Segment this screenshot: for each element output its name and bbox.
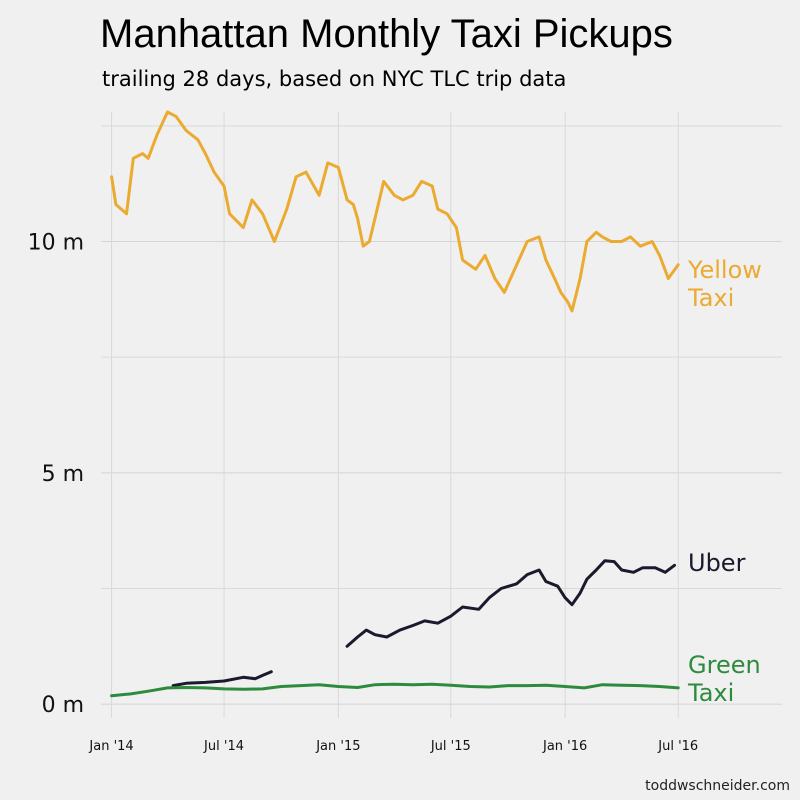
series-label: Green xyxy=(688,651,761,679)
series-label: Taxi xyxy=(687,284,734,312)
gridlines xyxy=(101,112,782,718)
chart-title: Manhattan Monthly Taxi Pickups xyxy=(100,12,673,56)
x-tick-label: Jan '14 xyxy=(88,739,133,754)
x-axis-ticks: Jan '14 Jul '14 Jan '15 Jul '15 Jan '16 Jul '… xyxy=(88,739,698,754)
series-label: Yellow xyxy=(687,256,762,284)
series-label: Taxi xyxy=(687,679,734,707)
y-tick-label: 5 m xyxy=(42,462,84,487)
y-tick-label: 10 m xyxy=(28,231,84,256)
series-line-uber xyxy=(171,670,273,688)
credit-text: toddwschneider.com xyxy=(645,778,790,794)
x-tick-label: Jan '15 xyxy=(315,739,360,754)
series-line-yellow-taxi xyxy=(110,110,680,313)
series-lines xyxy=(110,110,680,698)
x-tick-label: Jul '16 xyxy=(657,739,698,754)
series-label: Uber xyxy=(688,549,746,577)
series-line-uber xyxy=(345,559,676,648)
y-tick-label: 0 m xyxy=(42,693,84,718)
x-tick-label: Jul '15 xyxy=(430,739,471,754)
x-tick-label: Jan '16 xyxy=(542,739,587,754)
x-tick-label: Jul '14 xyxy=(203,739,244,754)
chart-subtitle: trailing 28 days, based on NYC TLC trip … xyxy=(102,67,567,91)
y-axis-ticks: 0 m 5 m 10 m xyxy=(28,231,84,719)
series-line-green-taxi xyxy=(110,682,680,698)
